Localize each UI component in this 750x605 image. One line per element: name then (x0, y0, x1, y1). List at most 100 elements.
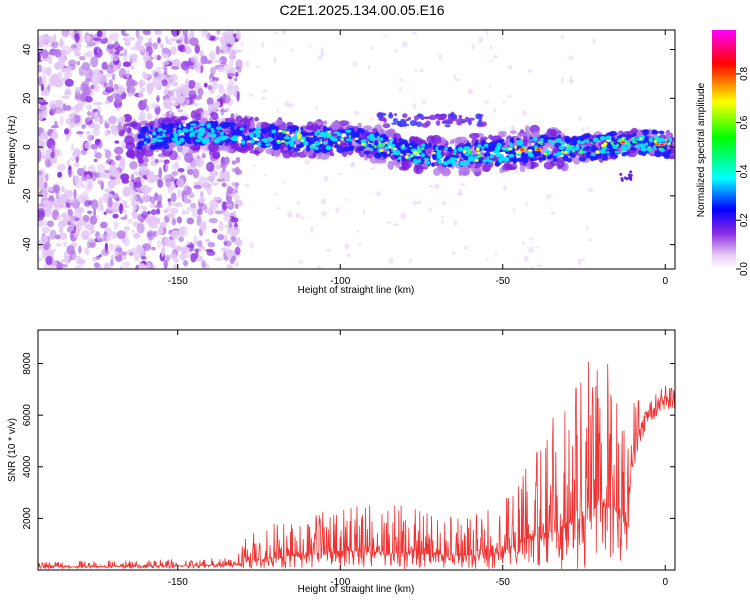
heatmap-cell (619, 145, 624, 154)
heatmap-cell (78, 210, 83, 220)
heatmap-cell (545, 196, 550, 200)
heatmap-cell (633, 141, 638, 144)
heatmap-cell (590, 141, 593, 144)
heatmap-cell (533, 151, 538, 158)
heatmap-cell (351, 161, 356, 167)
heatmap-cell (66, 202, 70, 208)
heatmap-cell (216, 30, 221, 36)
heatmap-cell (173, 132, 179, 138)
heatmap-cell (494, 251, 497, 256)
heatmap-cell (349, 163, 355, 168)
heatmap-cell (195, 113, 201, 121)
heatmap-cell (276, 207, 281, 210)
heatmap-cell (442, 161, 448, 165)
heatmap-cell (425, 120, 431, 126)
heatmap-cell (522, 240, 525, 246)
heatmap-cell (667, 142, 671, 145)
heatmap-cell (458, 117, 463, 121)
heatmap-cell (67, 31, 76, 36)
figure-title: C2E1.2025.134.00.05.E16 (279, 2, 444, 18)
heatmap-cell (483, 152, 491, 158)
heatmap-cell (231, 226, 241, 236)
heatmap-cell (156, 135, 163, 139)
snr-ytick-label: 8000 (22, 352, 33, 375)
heatmap-cell (50, 73, 60, 85)
heatmap-cell (587, 187, 594, 193)
heatmap-cell (69, 157, 76, 161)
heatmap-cell (93, 111, 99, 123)
heatmap-cell (228, 121, 236, 128)
heatmap-cell (125, 141, 136, 151)
heatmap-cell (421, 143, 426, 147)
heatmap-cell (386, 142, 393, 147)
heatmap-cell (411, 31, 418, 35)
heatmap-cell (424, 143, 429, 150)
heatmap-cell (66, 245, 75, 255)
heatmap-cell (448, 146, 453, 153)
heatmap-cell (515, 150, 521, 154)
heatmap-cell (286, 211, 293, 218)
heatmap-cell (527, 69, 534, 74)
heatmap-cell (458, 188, 463, 195)
heatmap-cell (400, 118, 405, 123)
heatmap-cell (226, 72, 235, 77)
heatmap-cell (471, 43, 475, 50)
heatmap-cell (437, 145, 446, 150)
heatmap-cell (550, 128, 557, 137)
heatmap-cell (199, 122, 205, 127)
heatmap-cell (142, 51, 150, 62)
heatmap-cell (464, 116, 470, 123)
heatmap-cell (190, 252, 197, 263)
heatmap-cell (123, 226, 131, 231)
heatmap-cell (54, 120, 58, 127)
heatmap-cell (43, 243, 50, 251)
heatmap-cell (110, 258, 114, 267)
heatmap-cell (110, 93, 119, 99)
heatmap-cell (80, 230, 90, 241)
heatmap-cell (458, 166, 463, 177)
heatmap-cell (234, 77, 238, 82)
heatmap-cell (209, 199, 219, 211)
heatmap-cell (126, 249, 132, 255)
heatmap-cell (236, 236, 241, 248)
heatmap-cell (121, 209, 127, 214)
heatmap-cell (367, 64, 371, 70)
heatmap-cell (211, 133, 217, 138)
heatmap-cell (199, 50, 204, 57)
heatmap-cell (402, 144, 405, 148)
heatmap-cell (300, 126, 304, 132)
spectrogram-heatmap (38, 30, 675, 269)
heatmap-cell (38, 110, 45, 121)
heatmap-cell (522, 109, 527, 117)
heatmap-cell (154, 204, 164, 209)
heatmap-cell (149, 125, 154, 130)
heatmap-cell (176, 216, 182, 224)
heatmap-cell (299, 134, 303, 136)
heatmap-cell (216, 178, 225, 183)
heatmap-cell (60, 67, 70, 73)
heatmap-cell (85, 77, 92, 82)
heatmap-cell (99, 204, 104, 212)
heatmap-cell (189, 145, 201, 150)
heatmap-cell (68, 59, 77, 67)
heatmap-cell (282, 30, 287, 35)
heatmap-cell (45, 66, 52, 76)
heatmap-cell (184, 78, 190, 89)
heatmap-cell (178, 236, 185, 243)
heatmap-cell (585, 151, 592, 156)
heatmap-cell (297, 135, 302, 140)
heatmap-cell (63, 214, 72, 223)
heatmap-cell (227, 79, 235, 91)
heatmap-cell (147, 232, 153, 237)
heatmap-cell (158, 194, 163, 203)
heatmap-cell (81, 183, 85, 189)
heatmap-cell (409, 119, 418, 127)
heatmap-cell (230, 113, 235, 120)
heatmap-cell (369, 135, 376, 141)
heatmap-cell (469, 161, 474, 165)
heatmap-cell (425, 160, 431, 165)
heatmap-cell (190, 126, 194, 132)
heatmap-cell (579, 148, 583, 152)
heatmap-cell (409, 145, 412, 148)
heatmap-cell (362, 209, 366, 215)
